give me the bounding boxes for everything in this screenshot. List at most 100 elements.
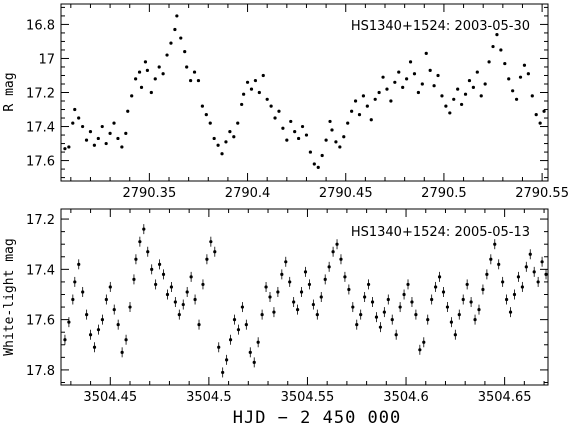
data-point <box>201 282 205 287</box>
data-point <box>120 350 124 354</box>
x-tick-label: 2790.4 <box>225 186 271 201</box>
data-point <box>71 121 75 125</box>
data-point <box>181 302 185 307</box>
data-point <box>242 92 246 96</box>
data-point <box>145 68 150 72</box>
data-point <box>386 297 390 302</box>
data-point <box>385 87 389 91</box>
data-point <box>357 113 362 117</box>
data-point <box>397 70 401 74</box>
data-point <box>81 124 85 129</box>
data-point <box>351 305 355 309</box>
data-point <box>389 99 393 103</box>
data-point <box>175 14 179 18</box>
data-point <box>228 130 232 134</box>
data-point <box>453 333 457 337</box>
data-point <box>448 111 452 115</box>
data-point <box>228 338 233 342</box>
data-point <box>518 75 523 79</box>
data-point <box>406 282 410 287</box>
data-point <box>343 275 347 279</box>
data-point <box>173 300 177 304</box>
data-point <box>249 87 254 91</box>
data-point <box>224 140 228 144</box>
data-point <box>398 305 402 309</box>
data-point <box>112 307 116 312</box>
data-point <box>240 102 244 107</box>
y-tick-label: 17.4 <box>26 263 55 278</box>
data-point <box>157 262 162 266</box>
data-point <box>477 307 481 312</box>
y-tick-label: 17.6 <box>26 314 55 329</box>
data-point <box>350 109 354 113</box>
data-point <box>71 297 75 302</box>
data-point <box>323 277 327 281</box>
data-point <box>104 141 108 146</box>
data-point <box>445 305 450 309</box>
y-tick-label: 17.2 <box>26 87 55 102</box>
data-point <box>342 135 346 139</box>
data-point <box>200 104 204 108</box>
x-tick-label: 2790.35 <box>122 186 176 201</box>
data-point <box>497 262 501 266</box>
data-point <box>63 338 67 342</box>
y-tick-label: 17.6 <box>26 155 55 170</box>
data-point <box>346 121 350 125</box>
data-point <box>205 257 209 261</box>
data-point <box>299 290 304 294</box>
data-point <box>503 61 507 66</box>
data-point <box>481 287 485 292</box>
data-point <box>289 119 293 124</box>
data-point <box>288 280 292 284</box>
data-point <box>405 77 409 81</box>
data-point <box>265 97 269 101</box>
data-point <box>471 85 475 89</box>
data-point <box>418 348 422 352</box>
data-point <box>295 307 300 312</box>
top-panel: 2790.35 2790.4 2790.45 2790.5 2790.55 16.8 17… <box>2 3 568 201</box>
data-point <box>236 121 240 125</box>
data-point <box>516 275 521 279</box>
data-point <box>522 63 527 67</box>
data-point <box>100 124 104 129</box>
data-point <box>373 97 377 101</box>
y-tick-label: 17 <box>38 52 55 67</box>
data-point <box>153 77 157 81</box>
data-point <box>365 104 369 108</box>
data-point <box>185 65 189 69</box>
data-point <box>67 145 71 149</box>
data-point <box>189 275 193 279</box>
data-point <box>189 78 193 83</box>
data-point <box>132 277 136 281</box>
data-point <box>487 60 491 64</box>
data-point <box>489 257 493 261</box>
data-point <box>92 345 97 349</box>
data-point <box>185 290 189 294</box>
data-point <box>426 318 430 322</box>
data-point <box>277 109 281 113</box>
data-point <box>330 128 334 132</box>
data-point <box>92 143 96 147</box>
data-point <box>444 104 448 108</box>
data-point <box>473 318 477 322</box>
data-point <box>467 78 472 83</box>
data-point <box>540 260 544 264</box>
x-tick-label: 3504.45 <box>83 390 137 405</box>
y-tick-label: 16.8 <box>26 18 55 33</box>
data-point <box>143 60 148 64</box>
data-point <box>536 280 540 284</box>
data-point <box>179 36 183 40</box>
data-point <box>253 78 258 83</box>
x-tick-label: 3504.6 <box>383 390 429 405</box>
data-point <box>355 323 359 327</box>
data-point <box>412 72 417 76</box>
top-y-ticks: 16.8 17 17.2 17.4 17.6 <box>26 6 548 179</box>
data-point <box>324 138 328 142</box>
data-point <box>169 41 173 45</box>
data-point <box>338 145 342 149</box>
data-point <box>150 267 154 271</box>
data-point <box>390 318 394 322</box>
data-point <box>88 130 93 134</box>
data-point <box>382 310 386 314</box>
